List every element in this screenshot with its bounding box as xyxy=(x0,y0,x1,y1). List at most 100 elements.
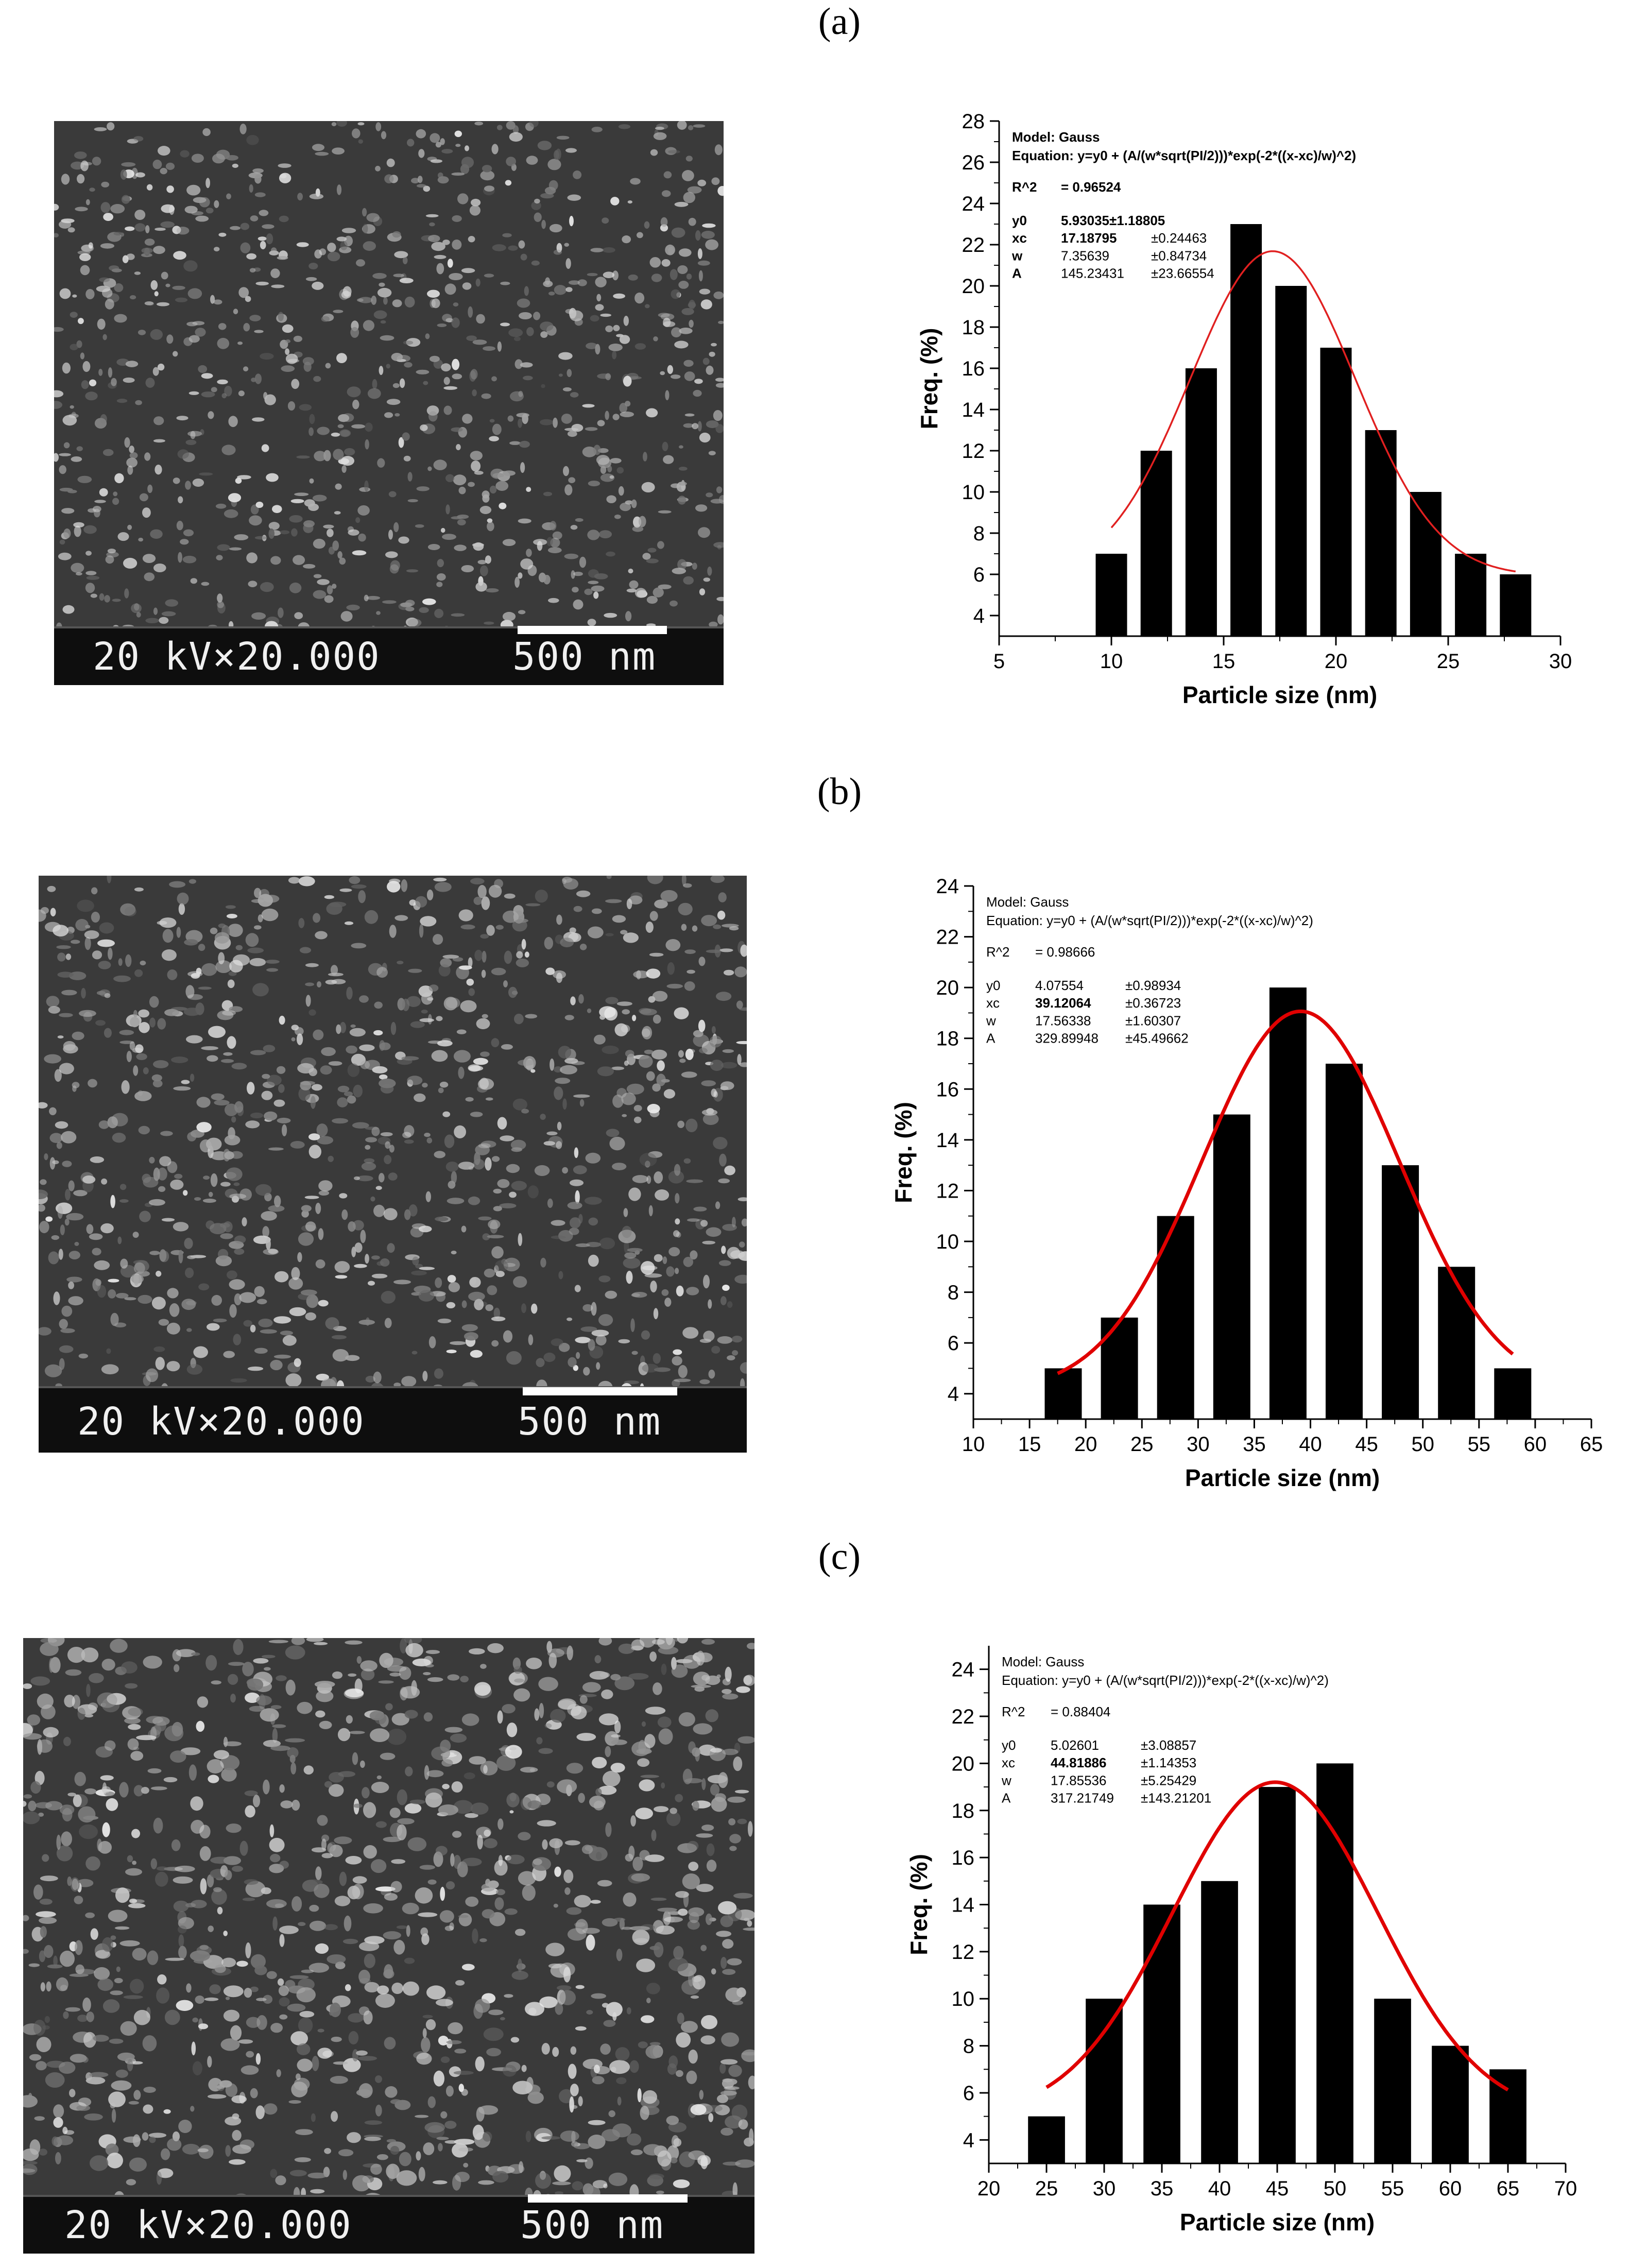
fit-param-name: A xyxy=(1002,1790,1011,1806)
y-tick-label: 18 xyxy=(936,1028,959,1050)
sem-texture xyxy=(54,121,724,685)
y-tick-label: 24 xyxy=(936,875,959,898)
y-tick-label: 24 xyxy=(952,1659,975,1681)
fit-r2-value: = 0.96524 xyxy=(1061,179,1121,195)
y-tick-label: 6 xyxy=(963,2082,974,2105)
fit-param-value: 7.35639 xyxy=(1061,248,1109,263)
fit-param-error: ±3.08857 xyxy=(1141,1737,1196,1753)
x-axis-label: Particle size (nm) xyxy=(1185,1464,1380,1491)
y-tick-label: 22 xyxy=(952,1706,975,1728)
y-tick-label: 28 xyxy=(962,110,985,133)
x-tick-label: 45 xyxy=(1355,1433,1378,1456)
x-tick-label: 60 xyxy=(1439,2177,1462,2200)
x-tick-label: 25 xyxy=(1437,650,1460,673)
fit-param-value: 145.23431 xyxy=(1061,266,1124,281)
fit-param-error: ±0.36723 xyxy=(1125,995,1181,1011)
sem-texture xyxy=(23,1638,754,2254)
fit-annotation: Model: Gauss Equation: y=y0 + (A/(w*sqrt(… xyxy=(986,894,1313,1046)
histogram-bar xyxy=(1185,368,1217,636)
fit-param-error: ±23.66554 xyxy=(1151,266,1214,281)
histogram-bar xyxy=(1494,1368,1532,1419)
histogram-bar xyxy=(1086,1999,1123,2163)
sem-micrograph-a: 20 kV×20.000 500 nm xyxy=(54,121,724,685)
histogram-bar xyxy=(1259,1787,1296,2163)
histogram-bar xyxy=(1374,1999,1411,2163)
histogram-bar xyxy=(1320,348,1352,636)
x-tick-label: 30 xyxy=(1093,2177,1116,2200)
y-tick-label: 12 xyxy=(962,440,985,463)
fit-param-name: A xyxy=(1012,266,1022,281)
y-axis-label: Freq. (%) xyxy=(905,1854,932,1955)
fit-param-error: ±0.98934 xyxy=(1125,978,1181,993)
fit-param-name: xc xyxy=(986,995,1000,1011)
x-tick-label: 45 xyxy=(1266,2177,1289,2200)
sem-info-bar: 20 kV×20.000 500 nm xyxy=(54,626,724,685)
x-tick-label: 65 xyxy=(1497,2177,1520,2200)
x-axis-label: Particle size (nm) xyxy=(1182,681,1377,708)
fit-param-error: ±0.24463 xyxy=(1151,230,1207,246)
histogram-bar xyxy=(1432,2045,1469,2163)
fit-param-error: ±45.49662 xyxy=(1125,1031,1189,1046)
y-tick-label: 16 xyxy=(936,1078,959,1101)
fit-param-name: y0 xyxy=(986,978,1000,993)
histogram-bar xyxy=(1455,554,1487,636)
y-tick-label: 14 xyxy=(952,1894,975,1917)
y-tick-label: 20 xyxy=(952,1752,975,1775)
x-tick-label: 10 xyxy=(962,1433,985,1456)
y-tick-label: 14 xyxy=(936,1129,959,1152)
fit-param-error: ±0.84734 xyxy=(1151,248,1207,263)
fit-model-label: Model: Gauss xyxy=(1012,129,1100,145)
x-tick-label: 70 xyxy=(1554,2177,1577,2200)
x-tick-label: 60 xyxy=(1524,1433,1547,1456)
sem-voltage-magnification: 20 kV×20.000 xyxy=(64,2203,352,2247)
y-tick-label: 26 xyxy=(962,151,985,174)
gauss-fit-curve xyxy=(1045,1780,1509,2092)
histogram-bar xyxy=(1275,286,1307,636)
histogram-bar xyxy=(1438,1267,1475,1419)
histogram-bar xyxy=(1044,1368,1082,1419)
fit-param-name: xc xyxy=(1002,1755,1015,1770)
y-tick-label: 4 xyxy=(963,2129,974,2152)
gauss-fit-curve xyxy=(1057,1009,1514,1375)
panel-label-c: (c) xyxy=(818,1536,861,1578)
fit-annotation: Model: Gauss Equation: y=y0 + (A/(w*sqrt(… xyxy=(1001,1654,1329,1806)
fit-param-value: 5.02601 xyxy=(1051,1737,1099,1753)
fit-param-error: ±1.60307 xyxy=(1125,1013,1181,1028)
panel-label-b: (b) xyxy=(817,771,862,813)
histogram-bar xyxy=(1382,1165,1419,1419)
fit-r2-label: R^2 xyxy=(1002,1704,1025,1719)
fit-param-name: w xyxy=(986,1013,996,1028)
x-tick-label: 55 xyxy=(1381,2177,1404,2200)
y-axis-label: Freq. (%) xyxy=(916,328,942,430)
histogram-bar xyxy=(1028,2116,1065,2163)
sem-micrograph-b: 20 kV×20.000 500 nm xyxy=(39,876,747,1453)
fit-r2-value: = 0.88404 xyxy=(1051,1704,1110,1719)
y-tick-label: 22 xyxy=(962,234,985,257)
histogram-bar xyxy=(1095,554,1127,636)
y-tick-label: 12 xyxy=(952,1941,975,1964)
y-axis-label: Freq. (%) xyxy=(890,1102,917,1203)
fit-param-value: 4.07554 xyxy=(1035,978,1084,993)
y-tick-label: 20 xyxy=(962,275,985,298)
x-tick-label: 35 xyxy=(1243,1433,1266,1456)
y-tick-label: 24 xyxy=(962,193,985,215)
histogram-bar xyxy=(1230,224,1262,636)
fit-param-error: ±143.21201 xyxy=(1141,1790,1211,1806)
fit-param-value: 329.89948 xyxy=(1035,1031,1099,1046)
y-tick-label: 16 xyxy=(952,1847,975,1869)
fit-param-name: y0 xyxy=(1012,213,1027,228)
fit-r2-label: R^2 xyxy=(986,944,1009,960)
fit-param-name: xc xyxy=(1012,230,1027,246)
gauss-fit-curve xyxy=(1110,250,1516,573)
fit-equation: Equation: y=y0 + (A/(w*sqrt(PI/2)))*exp(… xyxy=(1012,148,1356,163)
y-tick-label: 6 xyxy=(948,1332,959,1355)
sem-scale-label: 500 nm xyxy=(512,635,657,679)
fit-r2-value: = 0.98666 xyxy=(1035,944,1095,960)
fit-equation: Equation: y=y0 + (A/(w*sqrt(PI/2)))*exp(… xyxy=(986,913,1313,928)
scale-bar xyxy=(518,626,667,634)
y-tick-label: 18 xyxy=(962,316,985,339)
x-tick-label: 15 xyxy=(1018,1433,1041,1456)
y-tick-label: 20 xyxy=(936,977,959,999)
